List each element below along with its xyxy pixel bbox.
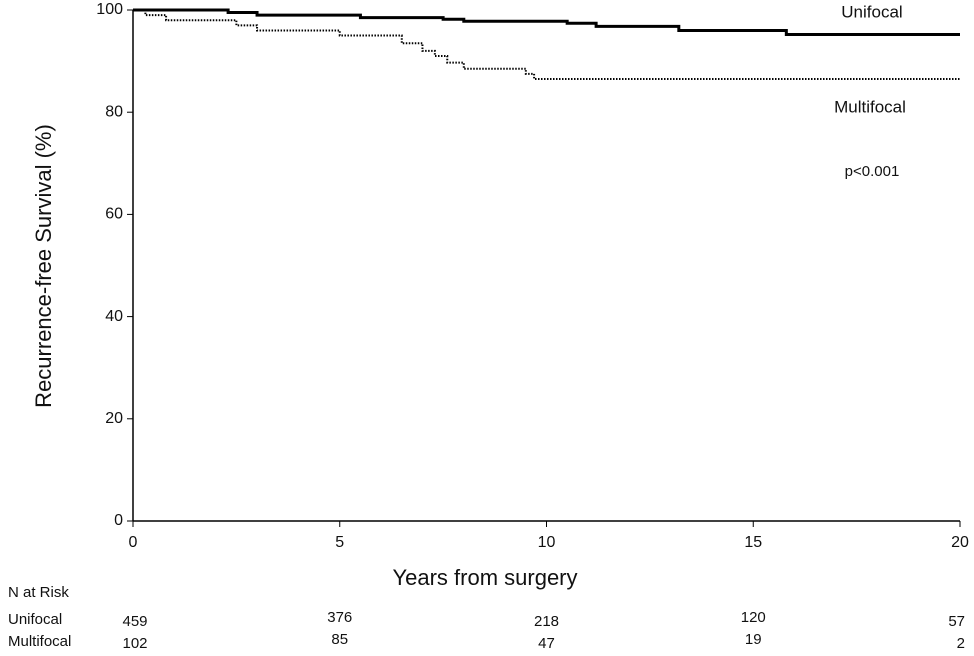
x-tick-label: 20 (951, 534, 969, 551)
risk-count: 218 (534, 613, 559, 630)
risk-count: 57 (948, 613, 965, 630)
y-tick-label: 100 (96, 1, 123, 18)
survival-curve (133, 8, 960, 37)
x-axis-label: Years from surgery (392, 565, 577, 590)
risk-row-name: Multifocal (8, 633, 71, 650)
x-tick-label: 10 (538, 534, 556, 551)
y-tick-label: 80 (105, 103, 123, 120)
risk-count: 85 (331, 631, 348, 648)
y-tick-label: 20 (105, 410, 123, 427)
y-axis-label: Recurrence-free Survival (%) (31, 124, 56, 408)
y-tick-label: 60 (105, 206, 123, 223)
x-tick-label: 15 (744, 534, 762, 551)
series-label: Unifocal (841, 2, 902, 21)
risk-count: 2 (957, 635, 965, 652)
risk-count: 47 (538, 635, 555, 652)
risk-row-name: Unifocal (8, 611, 62, 628)
risk-count: 102 (122, 635, 147, 652)
annotation: p<0.001 (845, 163, 900, 180)
series-label: Multifocal (834, 97, 906, 116)
x-tick-label: 5 (335, 534, 344, 551)
survival-curve (133, 9, 960, 80)
risk-count: 120 (741, 609, 766, 626)
risk-count: 459 (122, 613, 147, 630)
risk-count: 376 (327, 609, 352, 626)
x-tick-label: 0 (129, 534, 138, 551)
risk-table-title: N at Risk (8, 584, 69, 601)
y-tick-label: 0 (114, 512, 123, 529)
y-tick-label: 40 (105, 308, 123, 325)
risk-count: 19 (745, 631, 762, 648)
